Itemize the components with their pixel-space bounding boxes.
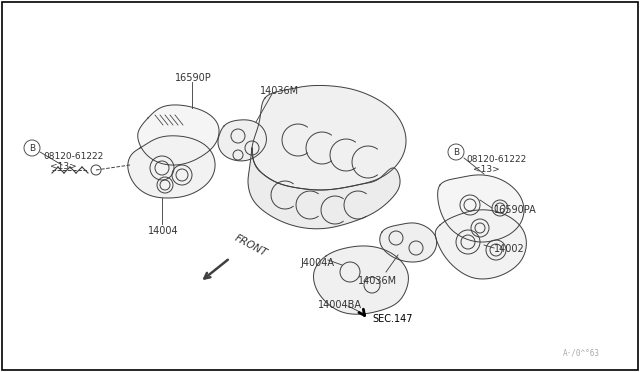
Text: FRONT: FRONT: [233, 232, 269, 258]
Polygon shape: [138, 105, 219, 165]
Text: <13>: <13>: [473, 165, 500, 174]
Text: 14004: 14004: [148, 226, 179, 236]
Text: B: B: [453, 148, 459, 157]
Text: 14002: 14002: [494, 244, 525, 254]
Text: J4004A: J4004A: [300, 258, 334, 268]
Polygon shape: [435, 210, 526, 279]
Text: 14036M: 14036M: [358, 276, 397, 286]
Text: 16590PA: 16590PA: [494, 205, 537, 215]
Text: 16590P: 16590P: [175, 73, 212, 83]
Polygon shape: [248, 148, 400, 229]
Text: 08120-61222: 08120-61222: [466, 155, 526, 164]
Text: <13>: <13>: [50, 162, 77, 171]
Text: 14004BA: 14004BA: [318, 300, 362, 310]
Text: B: B: [29, 144, 35, 153]
Text: 14036M: 14036M: [260, 86, 299, 96]
Polygon shape: [218, 120, 266, 161]
Polygon shape: [438, 175, 524, 242]
Polygon shape: [314, 246, 408, 314]
Polygon shape: [128, 136, 215, 198]
Text: 08120-61222: 08120-61222: [43, 152, 103, 161]
Text: A·/0^°63: A·/0^°63: [563, 349, 600, 358]
Text: SEC.147: SEC.147: [372, 314, 413, 324]
Polygon shape: [252, 86, 406, 190]
Polygon shape: [380, 223, 436, 262]
